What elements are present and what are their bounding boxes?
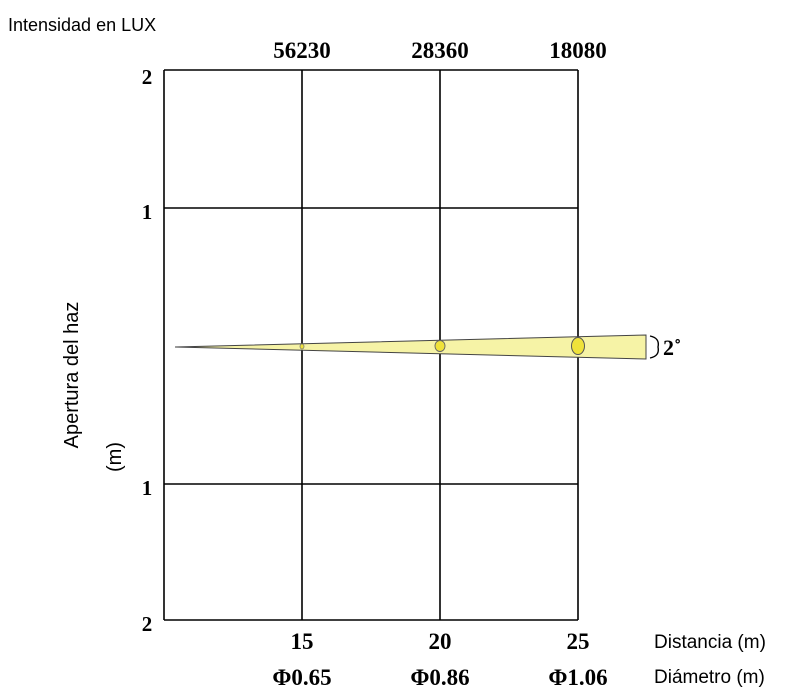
y-tick-bottom: 2 — [142, 612, 153, 636]
beam-spot-20 — [434, 340, 446, 352]
beam-cone — [174, 334, 647, 360]
lux-value-15: 56230 — [273, 38, 331, 63]
diameter-value-15: Φ0.65 — [272, 665, 331, 690]
beam-angle-bracket — [649, 335, 660, 359]
intensity-label: Intensidad en LUX — [8, 15, 156, 35]
beam-spot-25 — [571, 337, 585, 355]
distance-value-25: 25 — [567, 629, 590, 654]
diameter-label: Diámetro (m) — [654, 667, 765, 688]
distance-value-20: 20 — [429, 629, 452, 654]
diameter-value-25: Φ1.06 — [548, 665, 607, 690]
diameter-value-20: Φ0.86 — [410, 665, 469, 690]
y-tick-upper: 1 — [142, 200, 153, 224]
beam-angle-label: 2˚ — [663, 335, 681, 360]
beam-spot-15 — [299, 343, 305, 350]
y-tick-top: 2 — [142, 65, 153, 89]
y-axis-label-line1: Apertura del haz — [61, 302, 83, 449]
distance-value-15: 15 — [291, 629, 314, 654]
lux-value-25: 18080 — [549, 38, 607, 63]
lux-value-20: 28360 — [411, 38, 469, 63]
beam — [174, 334, 660, 360]
distance-label: Distancia (m) — [654, 632, 766, 653]
y-axis-label-line2: (m) — [104, 442, 126, 472]
y-tick-lower: 1 — [142, 476, 153, 500]
